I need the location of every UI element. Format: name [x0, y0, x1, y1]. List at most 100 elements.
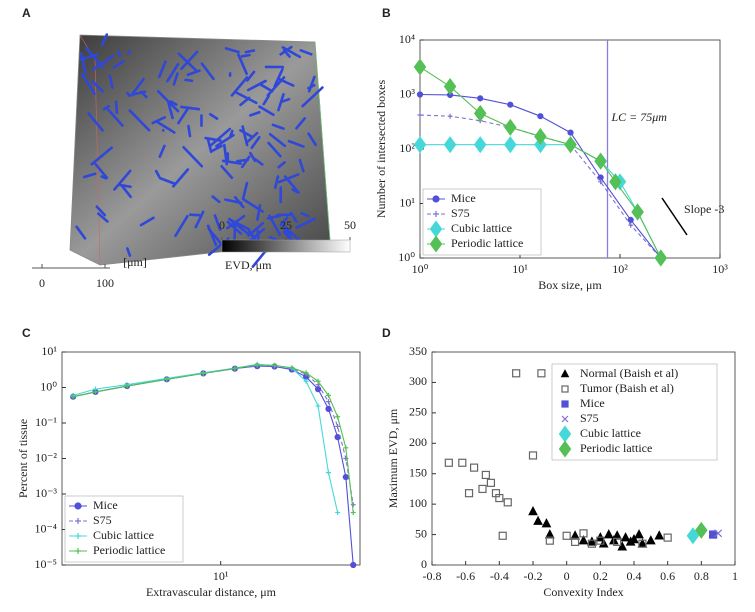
- legend-marker: [561, 385, 569, 393]
- vessel: [211, 195, 221, 204]
- scale-tick-label: 0: [39, 276, 45, 290]
- vessel: [113, 169, 132, 191]
- vessel: [140, 90, 148, 99]
- marker: [528, 451, 538, 460]
- legend-label: S75: [451, 206, 470, 220]
- vessel: [236, 158, 250, 163]
- vessel: [169, 100, 178, 106]
- vessel: [253, 157, 264, 166]
- x-axis-label: Convexity Index: [543, 585, 623, 599]
- marker: [537, 113, 544, 120]
- vessel-network: [75, 33, 324, 268]
- marker: [570, 537, 580, 546]
- marker: [654, 249, 668, 267]
- legend-label: Tumor (Baish et al): [580, 381, 674, 395]
- marker: [303, 370, 309, 376]
- vessel: [95, 205, 107, 217]
- vessel: [210, 144, 223, 153]
- vessel: [220, 165, 234, 180]
- y-tick-label: 300: [409, 374, 427, 388]
- y-tick-label: 10⁰: [398, 250, 415, 264]
- marker: [315, 403, 321, 409]
- legend-label: Normal (Baish et al): [580, 366, 678, 380]
- legend-label: Periodic lattice: [451, 236, 523, 250]
- y-tick-label: 10⁴: [399, 32, 415, 46]
- panel-letter: C: [22, 326, 31, 340]
- marker: [325, 392, 331, 398]
- marker: [495, 493, 504, 503]
- vessel: [241, 125, 249, 147]
- colorbar-tick-label: 25: [280, 218, 292, 232]
- marker: [714, 529, 723, 538]
- marker: [272, 362, 278, 368]
- scale-tick-label: 100: [96, 276, 114, 290]
- vessel: [279, 45, 293, 56]
- marker: [528, 505, 538, 516]
- vessel: [279, 216, 289, 227]
- x-axis-label: Box size, μm: [538, 278, 602, 292]
- vessel: [81, 73, 96, 95]
- marker: [416, 91, 424, 98]
- x-axis-label: Extravascular distance, μm: [146, 585, 277, 599]
- vessel: [120, 184, 132, 199]
- marker: [617, 541, 628, 551]
- legend-label: Periodic lattice: [580, 441, 652, 455]
- y-tick-label: 10⁻²: [35, 450, 57, 464]
- vessel: [117, 49, 122, 58]
- y-tick-label: 100: [409, 496, 427, 510]
- vessel: [251, 248, 269, 268]
- vessel: [223, 143, 229, 166]
- marker: [613, 537, 622, 546]
- vessel: [177, 106, 190, 125]
- legend-box: [551, 363, 718, 461]
- x-tick-label: -0.8: [423, 569, 442, 583]
- marker: [464, 489, 474, 498]
- marker: [314, 386, 322, 393]
- vessel: [241, 181, 249, 201]
- vessel: [287, 139, 305, 148]
- marker: [478, 484, 487, 494]
- series-line: [420, 144, 662, 259]
- marker: [350, 502, 356, 508]
- x-tick-label: 10³: [712, 262, 728, 276]
- marker: [541, 518, 552, 528]
- vessel: [91, 79, 104, 93]
- marker: [413, 58, 427, 76]
- y-tick-label: 150: [409, 465, 427, 479]
- marker: [325, 470, 331, 476]
- vessel: [187, 124, 192, 138]
- vessel: [225, 214, 246, 230]
- marker: [254, 362, 260, 368]
- legend-label: Mice: [93, 498, 118, 512]
- x-tick-label: -0.6: [456, 569, 475, 583]
- x-tick-label: 10¹: [512, 262, 528, 276]
- x-tick-label: 0.8: [694, 569, 709, 583]
- vessel: [240, 53, 251, 58]
- vessel: [194, 210, 205, 229]
- marker: [335, 423, 341, 429]
- marker: [93, 389, 99, 395]
- x-tick-label: 10²: [612, 262, 628, 276]
- marker: [504, 136, 517, 154]
- legend-marker: [75, 533, 81, 539]
- vessel: [226, 220, 243, 235]
- vessel: [100, 33, 109, 47]
- vessel: [247, 221, 265, 237]
- vessel: [262, 94, 271, 106]
- reference-label: LC = 75μm: [611, 110, 668, 124]
- marker: [417, 112, 423, 118]
- vessel: [224, 47, 240, 54]
- marker: [634, 529, 644, 539]
- marker: [629, 533, 639, 544]
- x-tick-label: 1: [732, 569, 738, 583]
- legend-label: S75: [580, 411, 599, 425]
- marker: [564, 136, 577, 154]
- marker: [567, 129, 574, 136]
- vessel: [75, 225, 87, 240]
- marker: [335, 414, 341, 420]
- marker: [638, 539, 647, 548]
- marker: [620, 532, 631, 542]
- marker: [709, 530, 718, 539]
- legend-marker: [432, 195, 440, 203]
- marker: [350, 561, 357, 569]
